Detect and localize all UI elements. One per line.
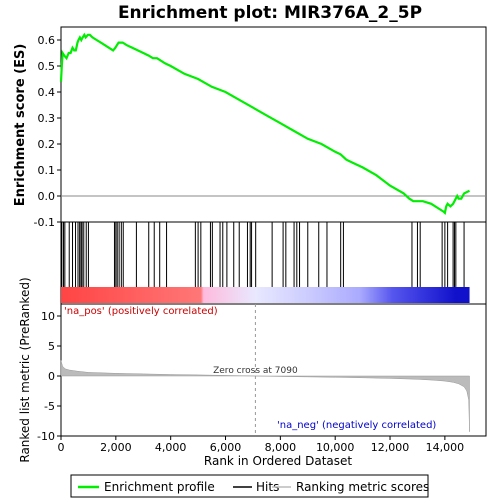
metric-y-tick-label: -10 (37, 430, 55, 443)
x-tick-label: 4,000 (155, 441, 187, 454)
es-y-tick-label: -0.1 (34, 216, 55, 229)
legend: Enrichment profile Hits Ranking metric s… (70, 474, 429, 498)
es-y-axis-label: Enrichment score (ES) (13, 44, 28, 207)
es-y-tick-label: 0.2 (38, 138, 56, 151)
ranking-metric-area (60, 360, 470, 432)
x-tick-label: 6,000 (210, 441, 242, 454)
metric-y-tick-label: -5 (44, 400, 55, 413)
es-panel-frame (60, 26, 487, 223)
enrichment-profile-line (59, 32, 470, 216)
es-y-tick-label: 0.4 (38, 86, 56, 99)
es-y-tick-label: 0.6 (38, 34, 56, 47)
metric-panel-frame (60, 303, 487, 437)
x-axis: 0 2,000 4,000 6,000 8,000 10,000 12,000 14,000 (58, 436, 465, 454)
metric-y-tick-label: 0 (48, 370, 55, 383)
x-tick-label: 10,000 (316, 441, 355, 454)
positive-correlation-label: 'na_pos' (positively correlated) (64, 306, 218, 317)
legend-metric-label: Ranking metric scores (296, 480, 429, 494)
es-y-axis: -0.1 0.0 0.1 0.2 0.3 0.4 0.5 0.6 (34, 34, 61, 229)
x-tick-label: 0 (58, 441, 65, 454)
es-y-tick-label: 0.0 (38, 190, 56, 203)
metric-y-axis: -10 -5 0 5 10 (37, 310, 61, 443)
x-tick-label: 2,000 (100, 441, 132, 454)
hit-markers (61, 222, 465, 287)
x-tick-label: 12,000 (371, 441, 410, 454)
es-y-tick-label: 0.1 (38, 164, 56, 177)
metric-y-tick-label: 10 (41, 310, 55, 323)
legend-frame (70, 474, 429, 498)
es-y-tick-label: 0.5 (38, 60, 56, 73)
zero-cross-label: Zero cross at 7090 (213, 366, 298, 376)
metric-y-tick-label: 5 (48, 340, 55, 353)
negative-correlation-label: 'na_neg' (negatively correlated) (277, 420, 436, 431)
legend-hits-label: Hits (256, 480, 279, 494)
metric-y-axis-label: Ranked list metric (PreRanked) (18, 277, 32, 462)
es-y-tick-label: 0.3 (38, 112, 56, 125)
legend-enrichment-label: Enrichment profile (104, 480, 215, 494)
x-tick-label: 8,000 (265, 441, 297, 454)
chart-title: Enrichment plot: MIR376A_2_5P (118, 3, 422, 23)
x-tick-label: 14,000 (426, 441, 465, 454)
rank-color-bar (61, 287, 470, 303)
x-axis-label: Rank in Ordered Dataset (204, 454, 352, 468)
